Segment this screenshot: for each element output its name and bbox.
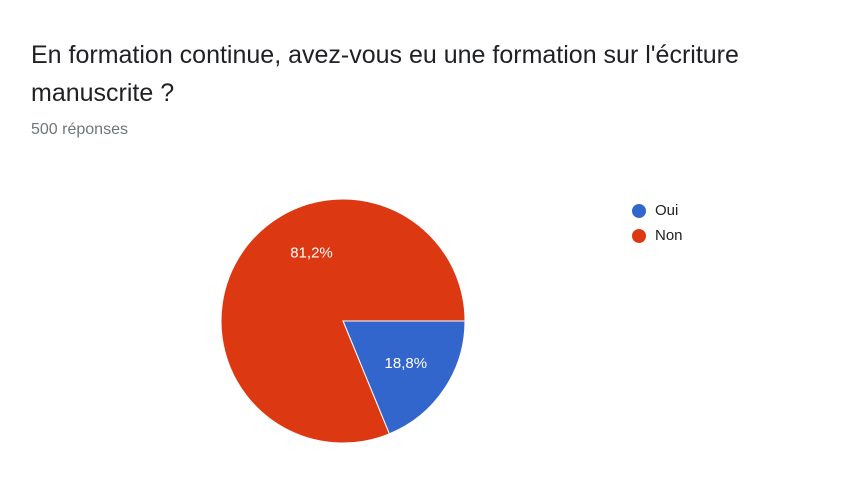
legend-item-oui[interactable]: Oui: [632, 198, 683, 223]
legend-swatch-non: [632, 228, 646, 243]
chart-legend: Oui Non: [632, 198, 683, 248]
question-title: En formation continue, avez-vous eu une …: [31, 41, 739, 107]
pie-slice-oui[interactable]: [342, 320, 466, 435]
slice-label-oui: 18,8%: [385, 355, 428, 372]
pie-slice-non[interactable]: [220, 198, 466, 444]
legend-label-oui: Oui: [655, 202, 679, 219]
slice-label-non: 81,2%: [290, 244, 333, 261]
legend-swatch-oui: [632, 203, 646, 218]
legend-item-non[interactable]: Non: [632, 223, 683, 248]
response-count: 500 réponses: [31, 121, 128, 138]
legend-label-non: Non: [655, 227, 683, 244]
